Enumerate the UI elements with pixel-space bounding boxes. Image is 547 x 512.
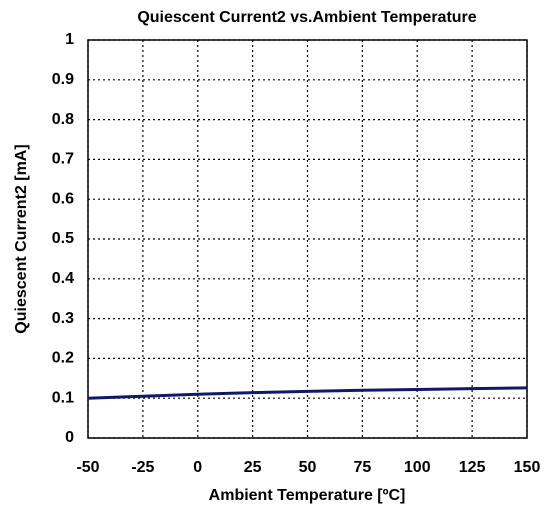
y-tick-label: 0.2	[52, 350, 74, 367]
x-tick-label: -25	[131, 459, 154, 476]
x-tick-label: 125	[459, 459, 486, 476]
x-tick-label: 25	[244, 459, 262, 476]
line-series	[87, 386, 528, 400]
y-tick-label: 0.9	[52, 71, 74, 88]
chart-title: Quiescent Current2 vs.Ambient Temperatur…	[137, 9, 476, 26]
x-tick-label: 75	[353, 459, 371, 476]
x-tick-label: -50	[76, 459, 99, 476]
y-tick-label: 0.7	[52, 151, 74, 168]
x-tick-label: 0	[193, 459, 202, 476]
y-tick-label: 0.8	[52, 111, 74, 128]
plot-border	[87, 39, 528, 439]
y-tick-label: 0.5	[52, 230, 74, 247]
y-tick-label: 0.6	[52, 190, 74, 207]
y-tick-label: 1	[65, 31, 74, 48]
y-tick-label: 0.3	[52, 310, 74, 327]
y-tick-label: 0.1	[52, 389, 74, 406]
y-tick-label: 0.4	[52, 270, 74, 287]
x-tick-label: 100	[404, 459, 431, 476]
x-axis-label: Ambient Temperature [ºC]	[209, 487, 406, 504]
x-tick-label: 150	[514, 459, 541, 476]
y-tick-label: 0	[65, 429, 74, 446]
y-axis-label: Quiescent Current2 [mA]	[13, 144, 30, 333]
x-tick-label: 50	[299, 459, 317, 476]
